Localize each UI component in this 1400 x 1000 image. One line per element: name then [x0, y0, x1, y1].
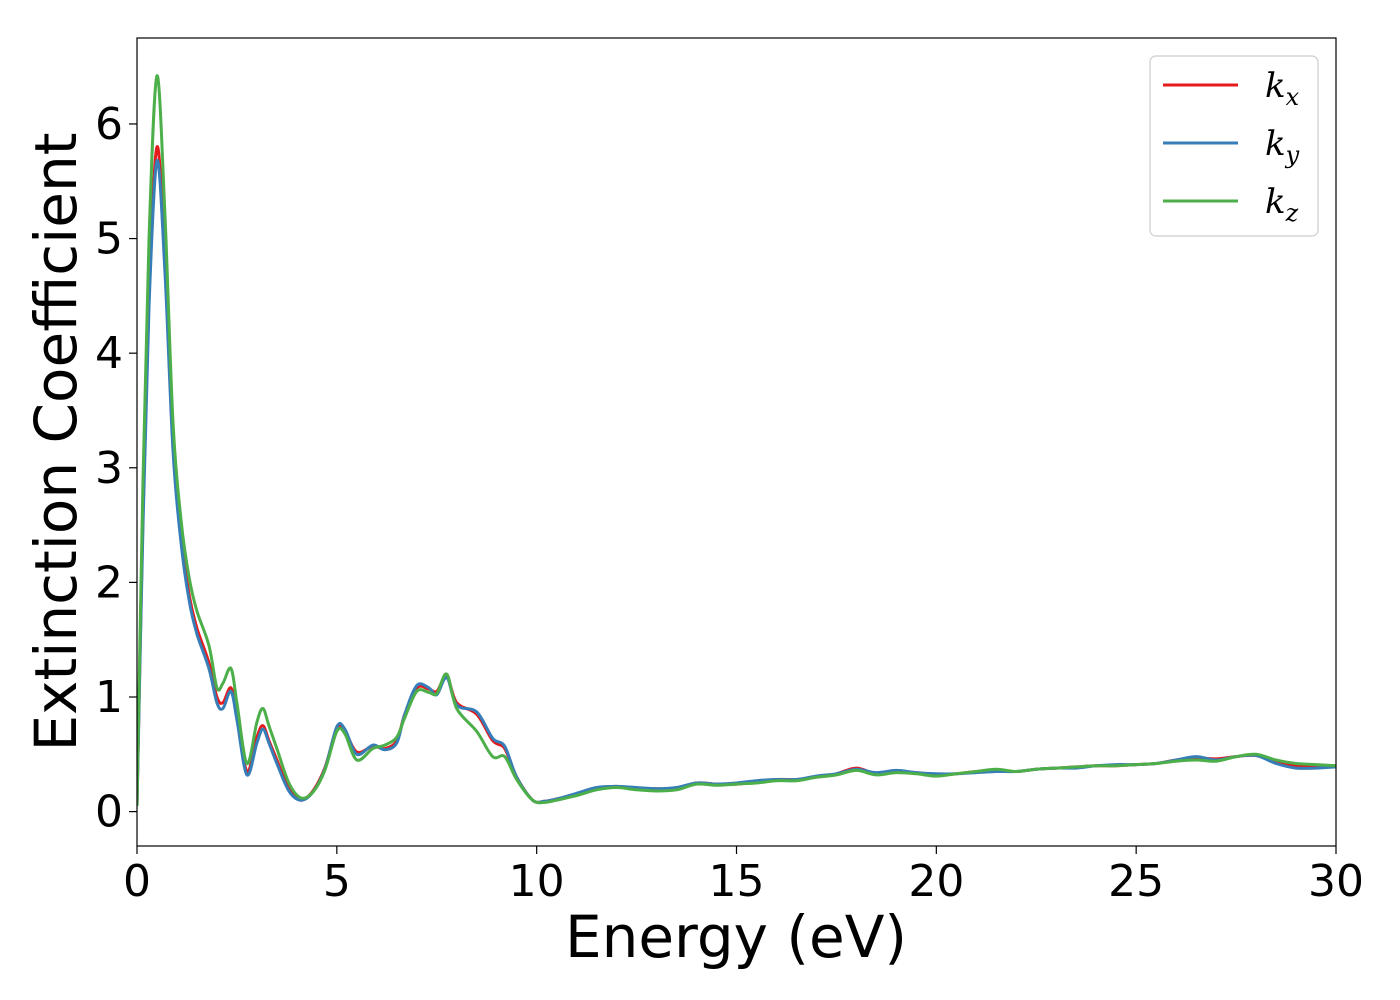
x-axis-title: Energy (eV)	[565, 903, 907, 971]
x-tick-label: 10	[509, 856, 565, 907]
y-tick-label: 2	[95, 557, 123, 608]
x-tick-label: 5	[323, 856, 351, 907]
x-tick-label: 20	[908, 856, 964, 907]
y-axis-title: Extinction Coefficient	[22, 133, 90, 752]
y-tick-label: 3	[95, 443, 123, 494]
y-axis-ticks: 0 1 2 3 4 5 6	[95, 99, 137, 838]
x-tick-label: 25	[1108, 856, 1164, 907]
x-axis-ticks: 0 5 10 15 20 25 30	[123, 846, 1364, 907]
x-tick-label: 30	[1308, 856, 1364, 907]
x-tick-label: 15	[709, 856, 765, 907]
y-tick-label: 5	[95, 214, 123, 265]
x-tick-label: 0	[123, 856, 151, 907]
y-tick-label: 0	[95, 787, 123, 838]
y-tick-label: 1	[95, 672, 123, 723]
series-line-z	[137, 74, 1336, 806]
y-tick-label: 4	[95, 328, 123, 379]
plot-lines	[137, 74, 1336, 806]
legend-box	[1149, 55, 1319, 237]
y-tick-label: 6	[95, 99, 123, 150]
